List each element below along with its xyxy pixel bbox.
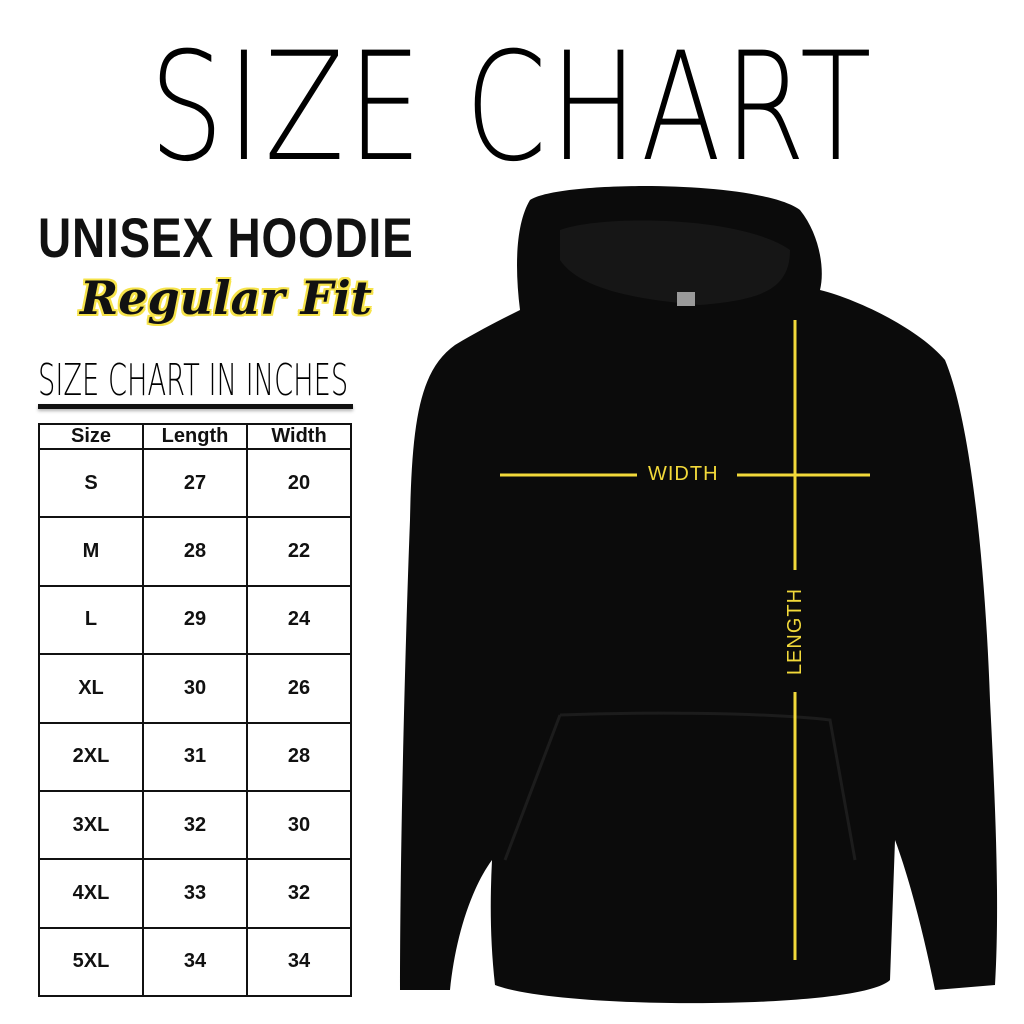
- cell-length: 27: [142, 447, 248, 519]
- cell-size: S: [38, 447, 144, 519]
- hoodie-body: [400, 186, 998, 1004]
- cell-width: 24: [246, 584, 352, 656]
- cell-width: 30: [246, 789, 352, 861]
- page-title: SIZE CHART: [149, 21, 875, 195]
- fit-label: Regular Fit: [80, 271, 373, 325]
- pocket-outline: [503, 711, 857, 861]
- width-label: WIDTH: [648, 463, 719, 485]
- cell-length: 31: [142, 721, 248, 792]
- cell-size: L: [38, 584, 144, 656]
- table-row: 3XL 32 30: [38, 789, 352, 861]
- cell-width: 32: [246, 858, 352, 929]
- product-name: UNISEX HOODIE: [38, 206, 414, 269]
- subtitle-underline: [38, 404, 353, 409]
- cell-length: 33: [142, 858, 248, 929]
- neck-label: [677, 292, 695, 306]
- cell-width: 22: [246, 516, 352, 587]
- header-length: Length: [142, 423, 248, 450]
- table-row: 2XL 31 28: [38, 721, 352, 792]
- size-chart-subtitle: SIZE CHART IN INCHES: [38, 355, 349, 406]
- table-row: S 27 20: [38, 447, 352, 519]
- cell-length: 30: [142, 653, 248, 724]
- cell-width: 34: [246, 926, 352, 998]
- cell-length: 34: [142, 926, 248, 998]
- cell-size: 3XL: [38, 789, 144, 861]
- header-size: Size: [38, 423, 144, 450]
- cell-size: M: [38, 516, 144, 587]
- table-row: M 28 22: [38, 516, 352, 587]
- cell-width: 28: [246, 721, 352, 792]
- cell-size: 4XL: [38, 858, 144, 929]
- hood-opening: [560, 220, 790, 305]
- cell-length: 32: [142, 789, 248, 861]
- cell-size: XL: [38, 653, 144, 724]
- table-row: 4XL 33 32: [38, 858, 352, 929]
- header-width: Width: [246, 423, 352, 450]
- length-label: LENGTH: [784, 587, 806, 676]
- cell-size: 2XL: [38, 721, 144, 792]
- cell-width: 20: [246, 447, 352, 519]
- cell-length: 29: [142, 584, 248, 656]
- cell-size: 5XL: [38, 926, 144, 998]
- table-header-row: Size Length Width: [38, 423, 352, 450]
- cell-length: 28: [142, 516, 248, 587]
- table-row: XL 30 26: [38, 653, 352, 724]
- size-table: Size Length Width S 27 20 M 28 22 L 29 24 XL 30 26 2…: [38, 423, 352, 998]
- table-row: L 29 24: [38, 584, 352, 656]
- cell-width: 26: [246, 653, 352, 724]
- table-row: 5XL 34 34: [38, 926, 352, 998]
